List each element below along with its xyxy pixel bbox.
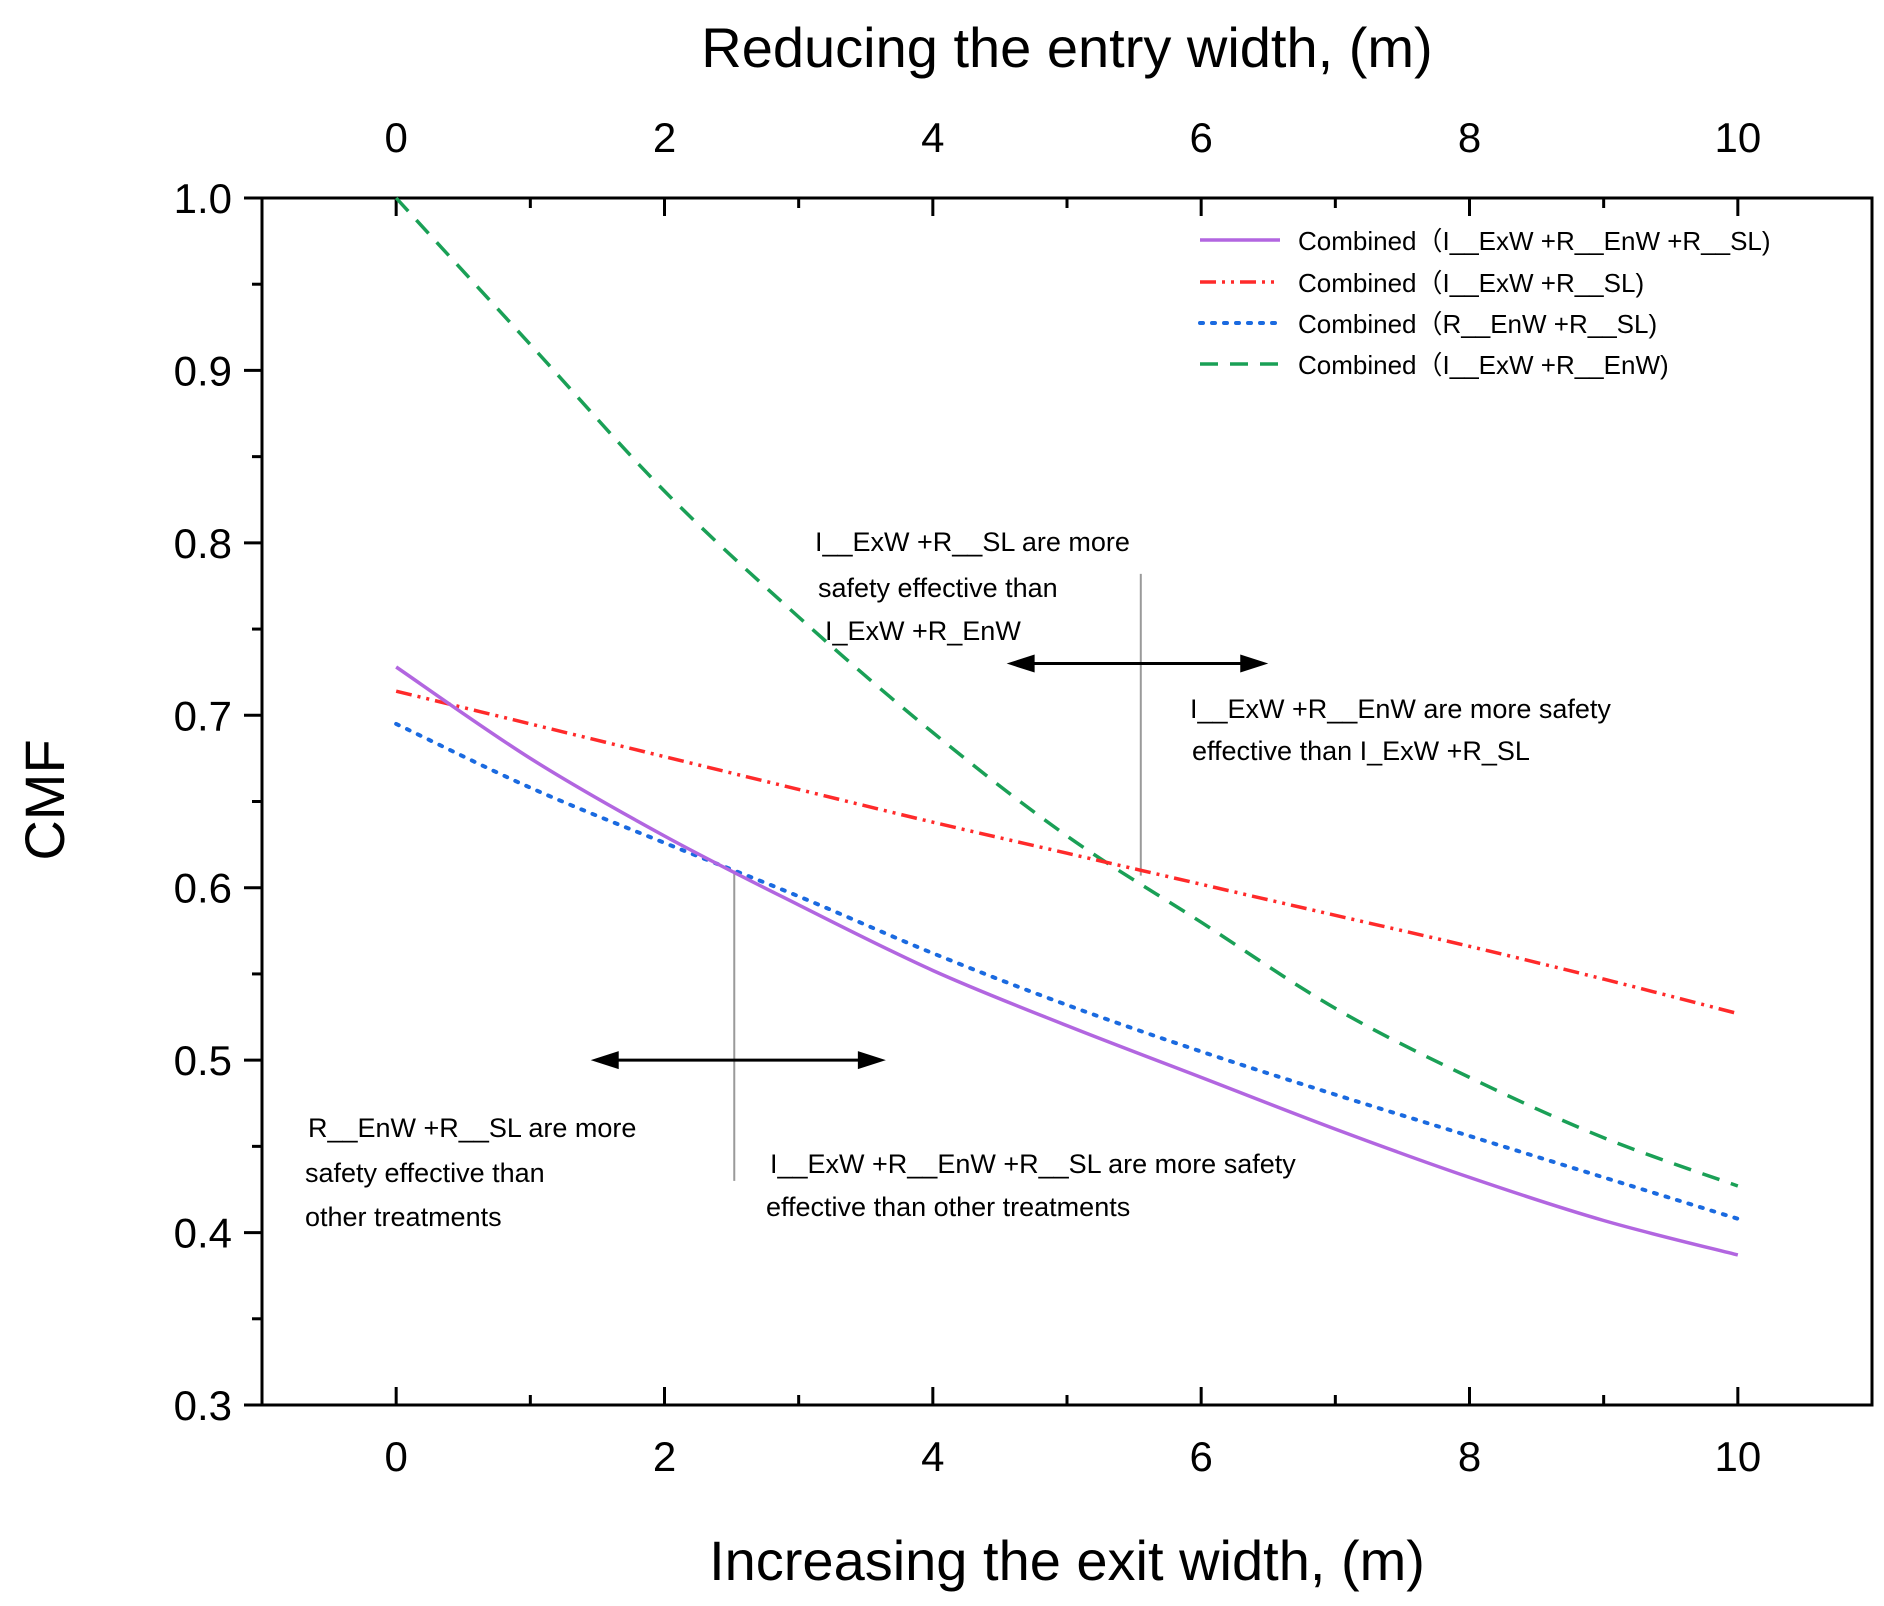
x-tick-label: 4	[921, 1433, 944, 1480]
y-tick-label: 0.4	[174, 1210, 232, 1257]
x2-tick-label: 8	[1458, 114, 1481, 161]
arrow-upper-head-left	[1006, 654, 1035, 673]
legend: Combined（I__ExW +R__EnW +R__SL) Combined…	[1198, 226, 1771, 380]
series-lines	[394, 196, 1740, 1257]
arrow-upper-head-right	[1240, 654, 1269, 673]
series-combined-enw-sl	[394, 721, 1740, 1221]
y-tick-label: 0.8	[174, 520, 232, 567]
x2-tick-label: 4	[921, 114, 944, 161]
y-tick-label: 0.5	[174, 1037, 232, 1084]
annotation-markers	[590, 573, 1269, 1181]
note-top-left-line-1: I__ExW +R__SL are more	[815, 527, 1130, 557]
x-tick-label: 10	[1714, 1433, 1761, 1480]
note-bottom-right-line-1: I__ExW +R__EnW +R__SL are more safety	[770, 1149, 1296, 1179]
legend-label-combined-all: Combined（I__ExW +R__EnW +R__SL)	[1298, 226, 1771, 256]
series-combined-all	[395, 665, 1739, 1257]
y-tick-label: 0.9	[174, 347, 232, 394]
x-tick-label: 2	[653, 1433, 676, 1480]
y-tick-label: 0.7	[174, 692, 232, 739]
note-top-left-line-2: safety effective than	[818, 573, 1058, 603]
x-tick-label: 8	[1458, 1433, 1481, 1480]
note-bottom-left: R__EnW +R__SL are more safety effective …	[305, 1113, 636, 1232]
x2-tick-label: 10	[1714, 114, 1761, 161]
x2-tick-label: 2	[653, 114, 676, 161]
axis-ticks: 0 0 2 2 4 4 6 6 8 8 10 10 0.3 0.4 0.5 0.6 0.7 0.8 0.9 1.0	[174, 114, 1874, 1480]
note-bottom-right: I__ExW +R__EnW +R__SL are more safety ef…	[766, 1149, 1296, 1222]
x-tick-label: 6	[1189, 1433, 1212, 1480]
series-combined-exw-sl	[395, 689, 1739, 1016]
x2-axis-title: Reducing the entry width, (m)	[701, 16, 1432, 79]
legend-label-combined-exw-sl: Combined（I__ExW +R__SL)	[1298, 268, 1644, 298]
legend-label-combined-exw-enw: Combined（I__ExW +R__EnW)	[1298, 350, 1669, 380]
note-top-left-line-3: I_ExW +R_EnW	[825, 616, 1021, 646]
y-tick-label: 1.0	[174, 175, 232, 222]
note-bottom-left-line-1: R__EnW +R__SL are more	[308, 1113, 636, 1143]
x2-tick-label: 6	[1189, 114, 1212, 161]
note-bottom-right-line-2: effective than other treatments	[766, 1192, 1130, 1222]
note-top-right-line-1: I__ExW +R__EnW are more safety	[1190, 694, 1611, 724]
x-axis-title: Increasing the exit width, (m)	[709, 1529, 1425, 1592]
note-bottom-left-line-2: safety effective than	[305, 1158, 545, 1188]
x2-tick-label: 0	[384, 114, 407, 161]
y-tick-label: 0.3	[174, 1382, 232, 1429]
series-combined-exw-enw	[394, 196, 1739, 1188]
y-tick-label: 0.6	[174, 865, 232, 912]
arrow-lower-head-right	[857, 1051, 886, 1070]
note-top-left: I__ExW +R__SL are more safety effective …	[815, 527, 1130, 646]
legend-label-combined-enw-sl: Combined（R__EnW +R__SL)	[1298, 309, 1657, 339]
x-tick-label: 0	[384, 1433, 407, 1480]
arrow-lower-head-left	[590, 1051, 619, 1070]
note-top-right-line-2: effective than I_ExW +R_SL	[1192, 736, 1530, 766]
note-bottom-left-line-3: other treatments	[305, 1202, 502, 1232]
y-axis-title: CMF	[13, 739, 76, 860]
note-top-right: I__ExW +R__EnW are more safety effective…	[1190, 694, 1611, 766]
